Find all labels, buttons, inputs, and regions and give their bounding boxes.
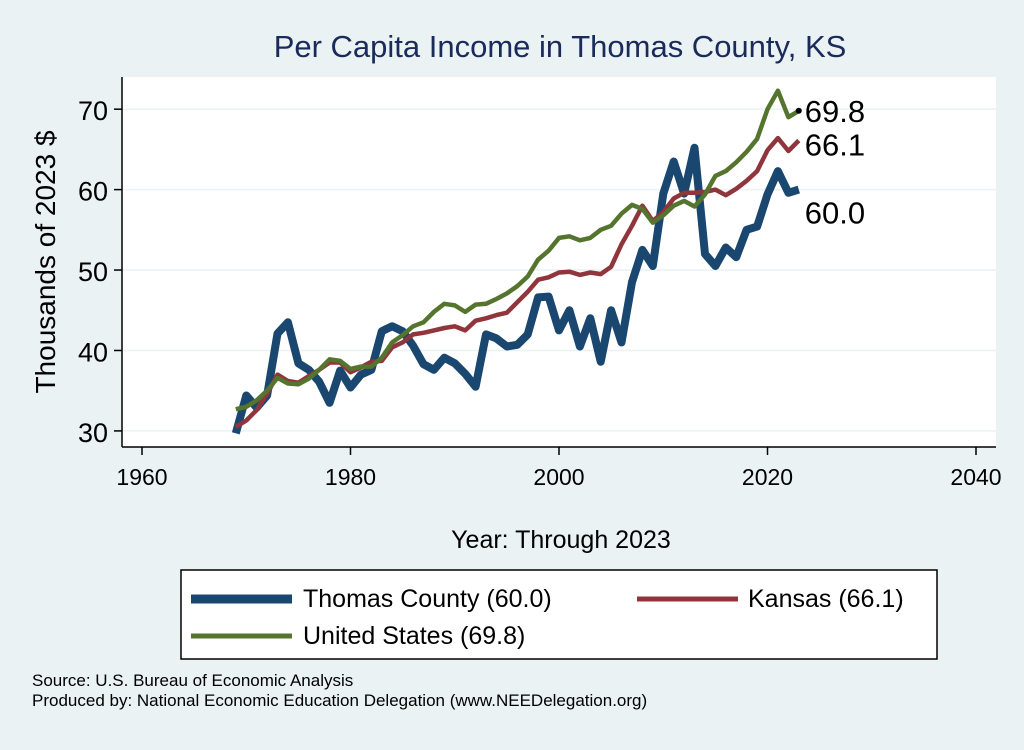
legend-box	[180, 569, 938, 660]
x-tick-label-2040: 2040	[950, 464, 1001, 490]
source-text: Source: U.S. Bureau of Economic Analysis	[32, 671, 354, 690]
legend: Thomas County (60.0) Kansas (66.1) United …	[180, 569, 938, 660]
x-tick-label-2020: 2020	[742, 464, 793, 490]
produced-by-text: Produced by: National Economic Education…	[32, 691, 648, 710]
x-tick-label-1960: 1960	[116, 464, 167, 490]
axes: 30 40 50 60 70 1960 1980 2000 2020 2040	[78, 77, 1002, 490]
source-notes: Source: U.S. Bureau of Economic Analysis…	[32, 671, 647, 711]
series-line-2	[235, 88, 800, 412]
x-axis-title: Year: Through 2023	[451, 526, 671, 554]
legend-label-1: Kansas (66.1)	[748, 585, 904, 613]
end-label-0: 60.0	[805, 196, 865, 231]
legend-label-0: Thomas County (60.0)	[303, 585, 552, 613]
legend-label-2: United States (69.8)	[303, 622, 525, 650]
series-line-0	[231, 143, 800, 435]
x-tick-label-1980: 1980	[325, 464, 376, 490]
grid-lines	[122, 108, 996, 432]
end-label-1: 66.1	[805, 128, 865, 163]
y-tick-label-50: 50	[78, 257, 108, 287]
endpoint-marker-2	[795, 107, 802, 114]
chart-title: Per Capita Income in Thomas County, KS	[274, 29, 847, 64]
x-tick-label-2000: 2000	[533, 464, 584, 490]
y-axis-title: Thousands of 2023 $	[30, 130, 61, 394]
end-label-2: 69.8	[805, 94, 865, 129]
end-labels: 69.866.1 60.0	[795, 94, 865, 231]
y-tick-label-40: 40	[78, 337, 108, 367]
y-tick-label-60: 60	[78, 177, 108, 207]
series-lines	[231, 88, 801, 435]
y-tick-label-70: 70	[78, 96, 108, 126]
y-tick-label-30: 30	[78, 418, 108, 448]
